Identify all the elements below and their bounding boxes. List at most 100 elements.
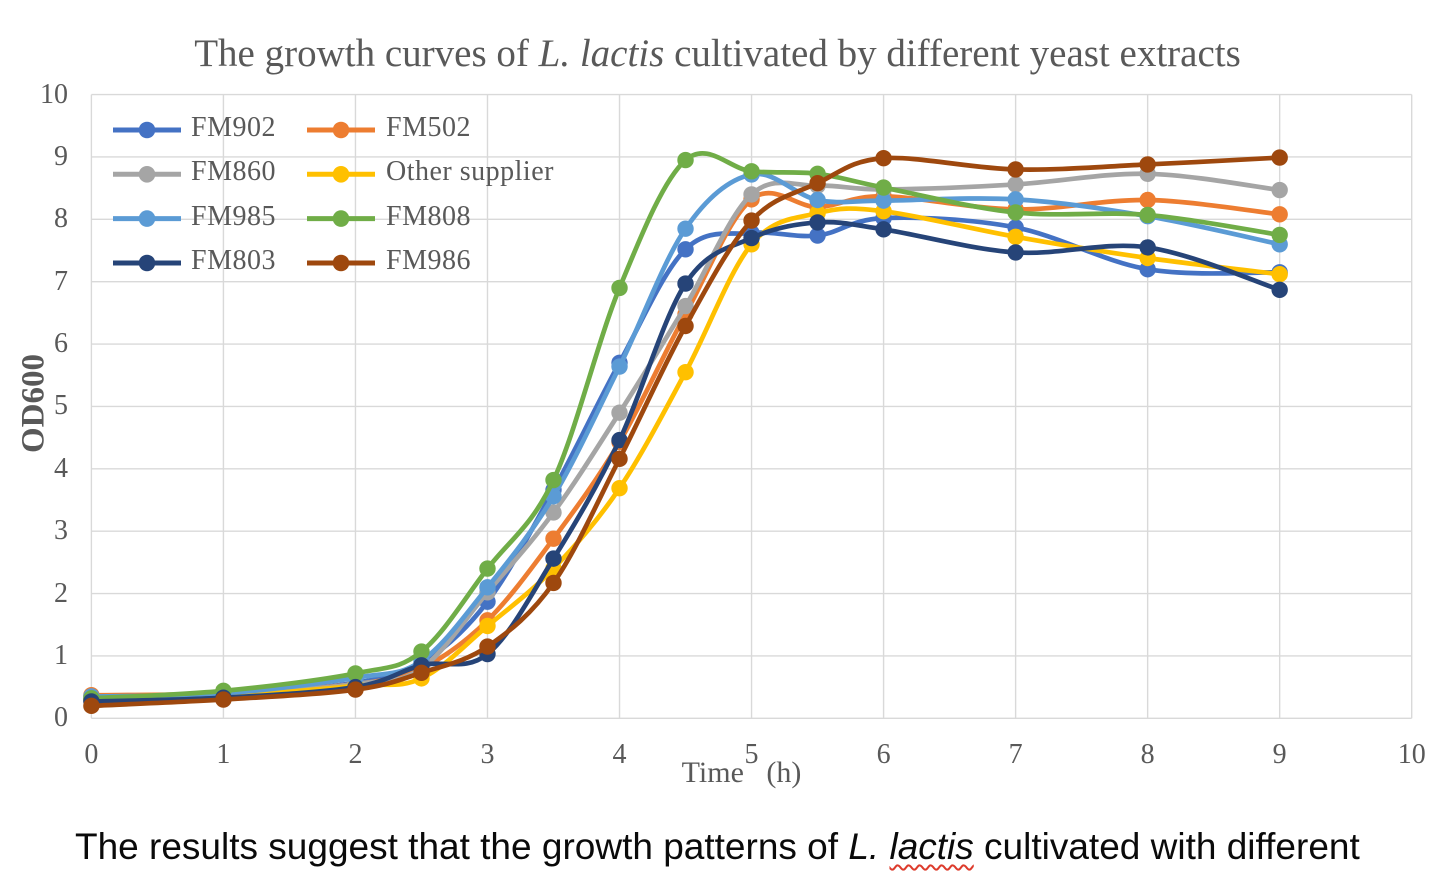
legend-key-marker xyxy=(138,210,156,227)
chart-title-suffix: cultivated by different yeast extracts xyxy=(664,32,1241,75)
data-point-marker xyxy=(677,363,694,381)
data-point-marker xyxy=(479,560,496,577)
data-point-marker xyxy=(809,174,826,192)
data-point-marker xyxy=(611,431,628,449)
series-fm808 xyxy=(83,151,1288,707)
caption-text: The results suggest that the growth patt… xyxy=(75,826,1360,868)
data-point-marker xyxy=(611,479,628,497)
y-axis-tick-label: 8 xyxy=(54,203,68,235)
data-point-marker xyxy=(1007,161,1024,178)
x-axis-tick-label: 8 xyxy=(1140,739,1155,770)
legend-label-fm808: FM808 xyxy=(386,200,471,232)
y-axis-tick-label: 10 xyxy=(40,78,68,110)
caption-species-genus: L. xyxy=(848,826,890,867)
data-point-marker xyxy=(743,186,760,203)
legend-label-fm502: FM502 xyxy=(386,112,471,143)
data-point-marker xyxy=(875,150,892,167)
data-point-marker xyxy=(1007,244,1024,261)
data-point-marker xyxy=(413,664,430,681)
x-axis-tick-label: 1 xyxy=(216,739,231,770)
y-axis-tick-label: 2 xyxy=(54,577,68,609)
caption-suffix: cultivated with different xyxy=(973,826,1360,867)
data-point-marker xyxy=(875,192,892,209)
x-axis-title: Time (h) xyxy=(600,756,883,790)
caption-prefix: The results suggest that the growth patt… xyxy=(75,826,849,867)
data-point-marker xyxy=(1139,239,1156,256)
x-axis-tick-label: 4 xyxy=(612,739,627,770)
data-point-marker xyxy=(1007,204,1024,221)
y-axis-tick-label: 1 xyxy=(54,639,68,671)
x-axis-tick-label: 0 xyxy=(84,739,99,770)
data-point-marker xyxy=(677,317,694,335)
y-axis-tick-label: 6 xyxy=(54,328,68,360)
data-point-marker xyxy=(743,229,760,247)
legend-label-fm986: FM986 xyxy=(386,245,471,276)
y-axis-tick-label: 0 xyxy=(54,702,68,734)
data-point-marker xyxy=(677,275,694,292)
data-point-marker xyxy=(1271,226,1288,244)
data-point-marker xyxy=(1007,176,1024,193)
data-point-marker xyxy=(809,227,826,244)
data-point-marker xyxy=(1139,156,1156,173)
data-point-marker xyxy=(677,220,694,237)
y-axis-tick-label: 5 xyxy=(54,390,68,422)
data-point-marker xyxy=(1271,281,1288,299)
chart-title: The growth curves of L. lactis cultivate… xyxy=(0,31,1435,76)
legend-key-marker xyxy=(138,166,156,183)
data-point-marker xyxy=(611,450,628,468)
data-point-marker xyxy=(677,151,694,169)
legend-label-fm803: FM803 xyxy=(191,245,276,276)
data-point-marker xyxy=(1271,266,1288,283)
data-point-marker xyxy=(545,471,562,489)
data-point-marker xyxy=(83,697,100,715)
data-point-marker xyxy=(413,643,430,660)
data-point-marker xyxy=(1271,206,1288,223)
data-point-marker xyxy=(875,221,892,238)
legend-label-fm985: FM985 xyxy=(191,200,276,232)
legend-key-marker xyxy=(332,121,350,139)
data-point-marker xyxy=(809,191,826,209)
x-axis-tick-label: 2 xyxy=(348,739,363,770)
x-axis-tick-label: 6 xyxy=(876,739,891,770)
data-point-marker xyxy=(347,681,364,698)
data-point-marker xyxy=(1271,149,1288,166)
data-point-marker xyxy=(611,358,628,375)
legend-key-marker xyxy=(138,121,156,139)
data-point-marker xyxy=(611,404,628,421)
legend-label-fm860: FM860 xyxy=(191,156,276,188)
legend-key-marker xyxy=(332,210,350,227)
data-point-marker xyxy=(743,163,760,180)
data-point-marker xyxy=(545,574,562,592)
x-axis-title-unit: (h) xyxy=(766,756,802,789)
x-axis-tick-label: 9 xyxy=(1272,739,1287,770)
x-axis-tick-label: 10 xyxy=(1397,739,1426,770)
x-axis-tick-label: 3 xyxy=(480,739,495,770)
legend-key-marker xyxy=(138,254,156,272)
data-point-marker xyxy=(611,279,628,297)
data-point-marker xyxy=(1007,191,1024,208)
legend-label-other-supplier: Other supplier xyxy=(386,156,554,188)
y-axis-tick-label: 7 xyxy=(54,265,68,297)
data-point-marker xyxy=(1139,191,1156,209)
x-axis-tick-label: 7 xyxy=(1008,739,1023,770)
data-point-marker xyxy=(479,579,496,596)
data-point-marker xyxy=(1271,181,1288,199)
data-point-marker xyxy=(1007,228,1024,245)
y-axis-tick-label: 3 xyxy=(54,515,68,547)
data-point-marker xyxy=(677,297,694,315)
data-point-marker xyxy=(545,504,562,521)
data-point-marker xyxy=(743,212,760,229)
data-point-marker xyxy=(479,617,496,635)
series-fm986 xyxy=(83,149,1288,715)
data-point-marker xyxy=(215,691,232,708)
x-axis-title-word: Time xyxy=(681,756,744,789)
caption-species-epithet-misspelled: lactis xyxy=(889,826,974,867)
data-point-marker xyxy=(347,665,364,682)
chart-title-prefix: The growth curves of xyxy=(194,32,539,75)
data-point-marker xyxy=(1139,206,1156,224)
data-point-marker xyxy=(809,214,826,231)
legend-label-fm902: FM902 xyxy=(191,112,276,143)
